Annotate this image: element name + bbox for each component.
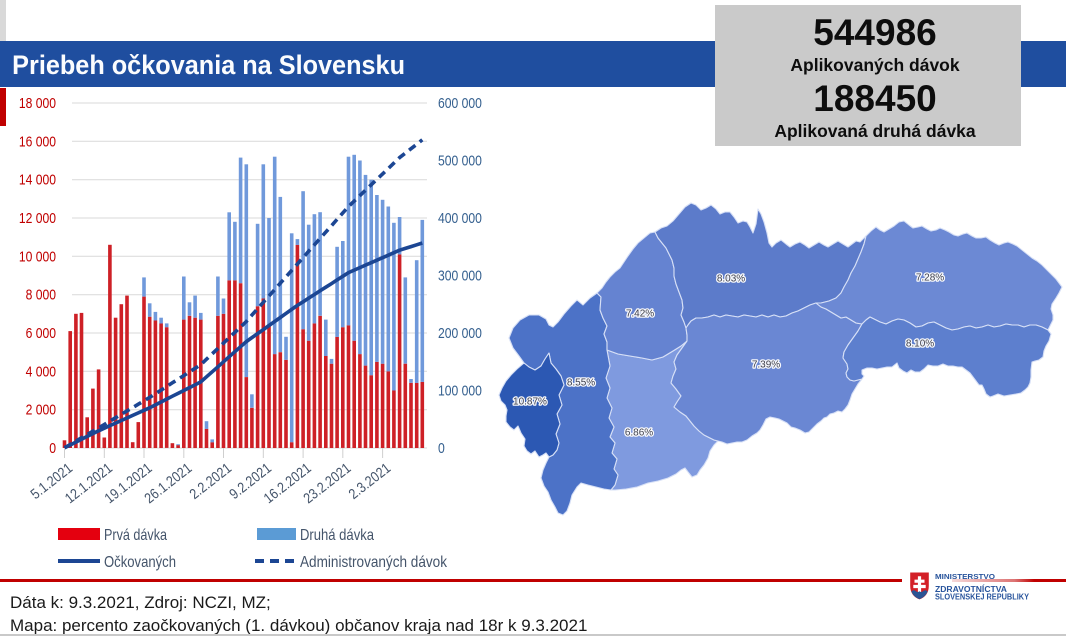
svg-text:14 000: 14 000 [19, 172, 56, 189]
svg-text:200 000: 200 000 [438, 325, 482, 342]
svg-text:6.86%: 6.86% [625, 428, 653, 439]
svg-text:2.2.2021: 2.2.2021 [187, 461, 235, 503]
svg-text:12 000: 12 000 [19, 210, 56, 227]
svg-text:2 000: 2 000 [26, 402, 56, 419]
svg-text:18 000: 18 000 [19, 95, 56, 112]
svg-text:Druhá dávka: Druhá dávka [300, 527, 374, 544]
svg-text:2.3.2021: 2.3.2021 [346, 461, 394, 503]
svg-text:4 000: 4 000 [26, 363, 56, 380]
svg-text:100 000: 100 000 [438, 383, 482, 400]
svg-text:16 000: 16 000 [19, 133, 56, 150]
svg-text:8 000: 8 000 [26, 287, 56, 304]
svg-text:10.87%: 10.87% [513, 397, 547, 408]
svg-text:300 000: 300 000 [438, 268, 482, 285]
svg-text:Administrovaných dávok: Administrovaných dávok [300, 554, 448, 571]
svg-text:7.28%: 7.28% [916, 273, 944, 284]
svg-text:600 000: 600 000 [438, 95, 482, 112]
svg-text:7.39%: 7.39% [752, 360, 780, 371]
svg-text:ZDRAVOTNÍCTVA: ZDRAVOTNÍCTVA [935, 585, 1007, 594]
svg-text:400 000: 400 000 [438, 210, 482, 227]
svg-text:8.10%: 8.10% [906, 339, 934, 350]
svg-text:8.03%: 8.03% [717, 274, 745, 285]
svg-text:6 000: 6 000 [26, 325, 56, 342]
svg-text:0: 0 [438, 440, 445, 457]
svg-text:SLOVENSKEJ REPUBLIKY: SLOVENSKEJ REPUBLIKY [935, 592, 1030, 601]
svg-text:8.55%: 8.55% [567, 378, 595, 389]
svg-text:0: 0 [49, 440, 56, 457]
svg-text:500 000: 500 000 [438, 153, 482, 170]
svg-text:MINISTERSTVO: MINISTERSTVO [935, 572, 995, 581]
svg-text:10 000: 10 000 [19, 248, 56, 265]
svg-text:7.42%: 7.42% [626, 309, 654, 320]
svg-text:Prvá dávka: Prvá dávka [104, 527, 167, 544]
svg-text:Očkovaných: Očkovaných [104, 554, 176, 571]
